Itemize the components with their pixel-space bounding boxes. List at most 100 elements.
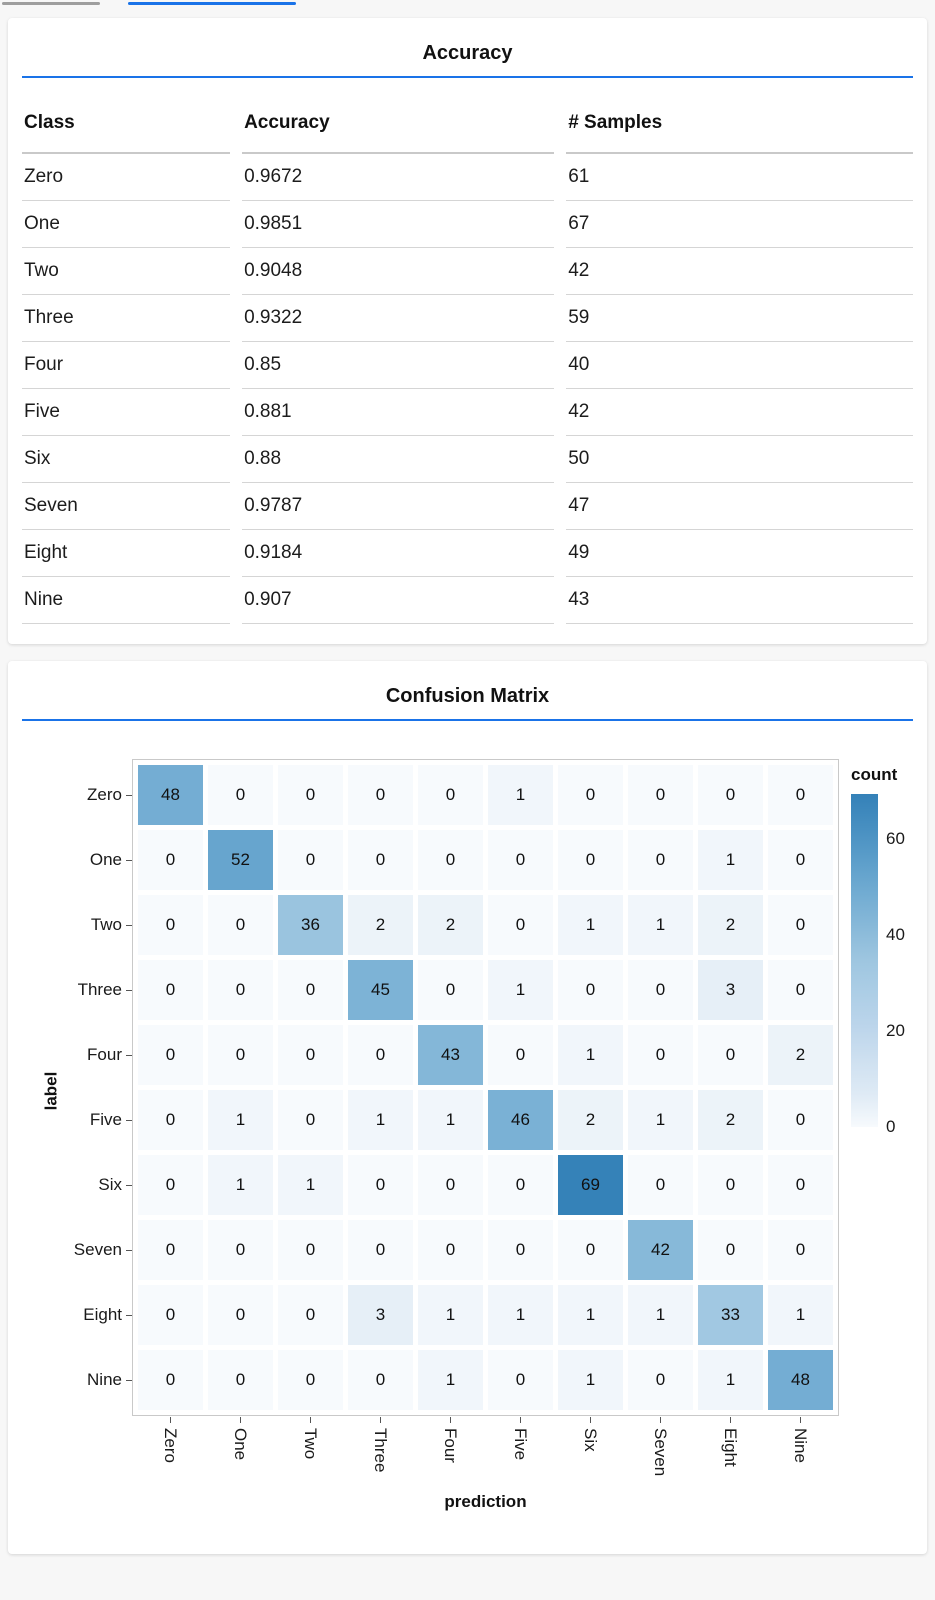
y-tick-text: Six xyxy=(98,1175,122,1194)
accuracy-card-title: Accuracy xyxy=(422,42,513,64)
matrix-cell: 0 xyxy=(628,765,693,825)
cell-samples: 67 xyxy=(566,201,913,248)
cell-samples: 49 xyxy=(566,530,913,577)
x-tick-mark xyxy=(520,1417,521,1423)
matrix-cell: 0 xyxy=(278,1090,343,1150)
matrix-cell: 0 xyxy=(278,765,343,825)
x-tick-mark xyxy=(380,1417,381,1423)
x-axis-title: prediction xyxy=(444,1492,527,1512)
x-tick-text: Two xyxy=(301,1428,320,1460)
x-tick-text: Five xyxy=(511,1428,530,1461)
matrix-cell: 1 xyxy=(768,1285,833,1345)
confusion-matrix-chart: label Zero One Two Three Four Five Six Seven Eig… xyxy=(22,759,913,1512)
cell-accuracy: 0.9851 xyxy=(242,201,555,248)
y-axis-title-wrap: label xyxy=(38,759,64,1422)
matrix-cell: 1 xyxy=(558,1285,623,1345)
matrix-cell: 1 xyxy=(628,895,693,955)
matrix-cell: 0 xyxy=(698,1220,763,1280)
cell-class: Four xyxy=(22,342,231,389)
y-tick-text: Two xyxy=(90,915,122,934)
matrix-cell: 1 xyxy=(628,1285,693,1345)
matrix-cell: 1 xyxy=(418,1350,483,1410)
x-tick-label: One xyxy=(208,1417,273,1476)
matrix-cell: 1 xyxy=(488,960,553,1020)
y-tick-mark xyxy=(126,794,132,796)
table-row: Five 0.881 42 xyxy=(22,389,913,436)
matrix-cell: 1 xyxy=(698,830,763,890)
accuracy-title-divider xyxy=(22,76,913,78)
cell-class: One xyxy=(22,201,231,248)
table-row: Three 0.9322 59 xyxy=(22,295,913,342)
matrix-cell: 0 xyxy=(208,895,273,955)
active-tab-indicator[interactable] xyxy=(128,2,296,5)
matrix-cell: 0 xyxy=(488,1025,553,1085)
matrix-cell: 0 xyxy=(768,1220,833,1280)
x-tick-mark xyxy=(660,1417,661,1423)
matrix-cell: 1 xyxy=(488,765,553,825)
matrix-cell: 0 xyxy=(488,1220,553,1280)
cell-class: Zero xyxy=(22,154,231,201)
y-tick-text: Nine xyxy=(87,1370,122,1389)
matrix-cell: 0 xyxy=(418,960,483,1020)
x-tick-text: Three xyxy=(371,1428,390,1473)
matrix-cell: 1 xyxy=(698,1350,763,1410)
table-row: Two 0.9048 42 xyxy=(22,248,913,295)
table-row: Seven 0.9787 47 xyxy=(22,483,913,530)
cell-samples: 61 xyxy=(566,154,913,201)
scrollbar-thumb[interactable] xyxy=(2,2,100,5)
matrix-cell: 1 xyxy=(558,1350,623,1410)
matrix-cell: 1 xyxy=(278,1155,343,1215)
matrix-cell: 0 xyxy=(768,765,833,825)
cell-samples: 43 xyxy=(566,577,913,624)
cell-accuracy: 0.881 xyxy=(242,389,555,436)
table-row: Six 0.88 50 xyxy=(22,436,913,483)
y-tick-mark xyxy=(126,859,132,861)
matrix-cell: 0 xyxy=(138,960,203,1020)
matrix-cell: 0 xyxy=(558,960,623,1020)
y-tick-mark xyxy=(126,1119,132,1121)
y-tick-mark xyxy=(126,1184,132,1186)
matrix-cell: 0 xyxy=(628,1155,693,1215)
cell-class: Seven xyxy=(22,483,231,530)
heatmap-plot-column: 48 0 0 0 0 1 0 0 0 0 0 52 0 0 0 0 0 0 1 0 0 0 36 2 2 0 1 1 2 0 0 0 0 45 0 1… xyxy=(132,759,839,1512)
matrix-cell: 2 xyxy=(418,895,483,955)
cell-samples: 40 xyxy=(566,342,913,389)
x-tick-mark xyxy=(730,1417,731,1423)
x-tick-mark xyxy=(450,1417,451,1423)
cell-accuracy: 0.907 xyxy=(242,577,555,624)
x-tick-mark xyxy=(310,1417,311,1423)
matrix-cell: 48 xyxy=(138,765,203,825)
y-tick-text: Three xyxy=(77,980,122,999)
matrix-cell: 0 xyxy=(698,1155,763,1215)
matrix-cell: 0 xyxy=(138,1155,203,1215)
cell-samples: 50 xyxy=(566,436,913,483)
matrix-cell: 0 xyxy=(768,830,833,890)
cell-class: Five xyxy=(22,389,231,436)
matrix-cell: 1 xyxy=(418,1285,483,1345)
matrix-cell: 2 xyxy=(348,895,413,955)
matrix-cell: 0 xyxy=(208,1285,273,1345)
x-tick-label: Seven xyxy=(628,1417,693,1476)
matrix-cell: 0 xyxy=(138,895,203,955)
matrix-cell: 0 xyxy=(768,1155,833,1215)
cell-accuracy: 0.9048 xyxy=(242,248,555,295)
matrix-cell: 2 xyxy=(768,1025,833,1085)
matrix-cell: 0 xyxy=(138,1090,203,1150)
matrix-cell: 0 xyxy=(418,830,483,890)
matrix-cell: 1 xyxy=(208,1090,273,1150)
matrix-cell: 3 xyxy=(348,1285,413,1345)
matrix-cell: 0 xyxy=(278,1025,343,1085)
table-row: One 0.9851 67 xyxy=(22,201,913,248)
x-tick-label: Nine xyxy=(768,1417,833,1476)
matrix-cell: 0 xyxy=(208,1025,273,1085)
y-tick-label: Three xyxy=(64,960,132,1020)
matrix-cell: 0 xyxy=(208,960,273,1020)
table-row: Zero 0.9672 61 xyxy=(22,154,913,201)
x-tick-mark xyxy=(800,1417,801,1423)
top-tab-strip xyxy=(0,0,935,8)
matrix-cell: 0 xyxy=(488,895,553,955)
matrix-cell: 1 xyxy=(558,895,623,955)
x-tick-text: Seven xyxy=(651,1428,670,1477)
confusion-matrix-card-title: Confusion Matrix xyxy=(385,685,550,707)
y-tick-label: Zero xyxy=(64,765,132,825)
